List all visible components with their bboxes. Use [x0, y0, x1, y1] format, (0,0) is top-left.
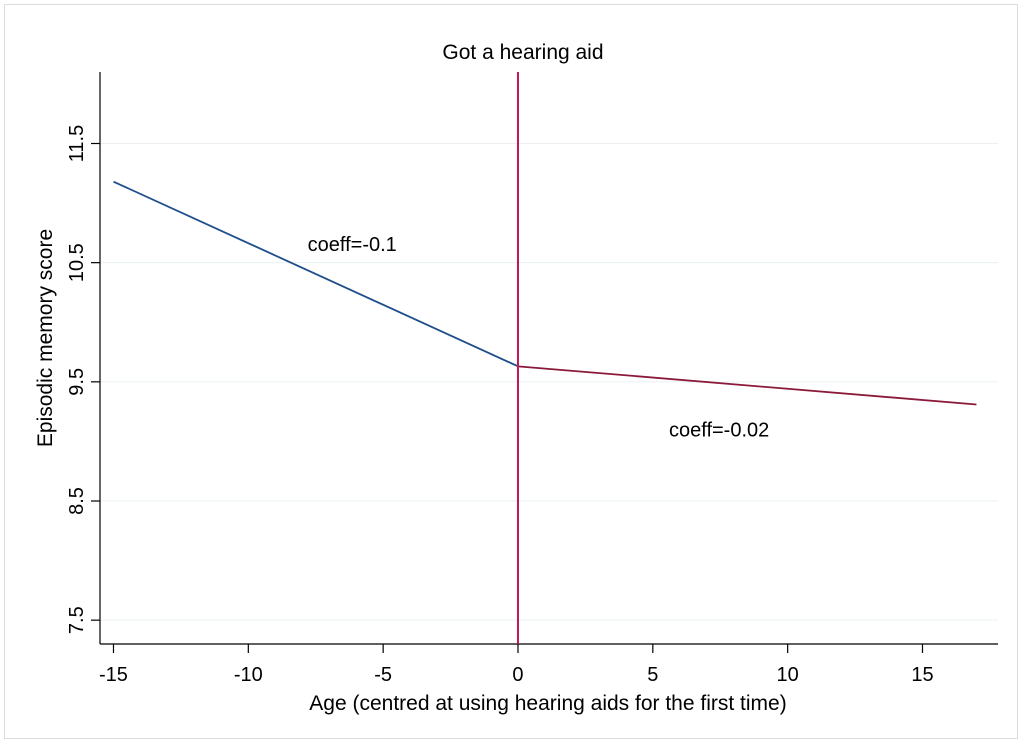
x-tick-label: 10 — [777, 664, 799, 686]
y-tick-label: 10.5 — [66, 243, 88, 282]
x-tick-label: -10 — [234, 664, 263, 686]
series-line-2 — [517, 365, 977, 406]
x-tick-label: 0 — [512, 664, 523, 686]
y-tick-label: 9.5 — [66, 368, 88, 396]
y-tick-label: 11.5 — [66, 125, 88, 162]
reference-line-layer: Got a hearing aid — [442, 41, 604, 644]
x-axis-title: Age (centred at using hearing aids for t… — [309, 692, 786, 715]
x-tick-label: 5 — [647, 664, 658, 686]
annotation-layer: coeff=-0.1 coeff=-0.02 — [308, 234, 770, 442]
chart-frame — [4, 4, 1018, 739]
axes-layer — [99, 72, 998, 645]
x-tick-label: 15 — [911, 664, 933, 686]
series-layer — [113, 180, 977, 406]
grid-layer — [100, 143, 998, 621]
reference-line-label: Got a hearing aid — [442, 41, 603, 64]
coefficient-annotation: coeff=-0.02 — [669, 420, 769, 442]
x-tick-label: -15 — [99, 664, 128, 686]
y-axis-title: Episodic memory score — [34, 229, 57, 447]
x-tick-label: -5 — [374, 664, 392, 686]
coefficient-annotation: coeff=-0.1 — [308, 234, 397, 256]
y-tick-label: 8.5 — [66, 487, 88, 515]
y-tick-label: 7.5 — [66, 606, 88, 634]
ticks-layer: 7.5 8.5 9.5 10.5 11.5 -15 -10 -5 0 5 10 15 — [66, 125, 934, 686]
series-line-1 — [113, 180, 519, 368]
